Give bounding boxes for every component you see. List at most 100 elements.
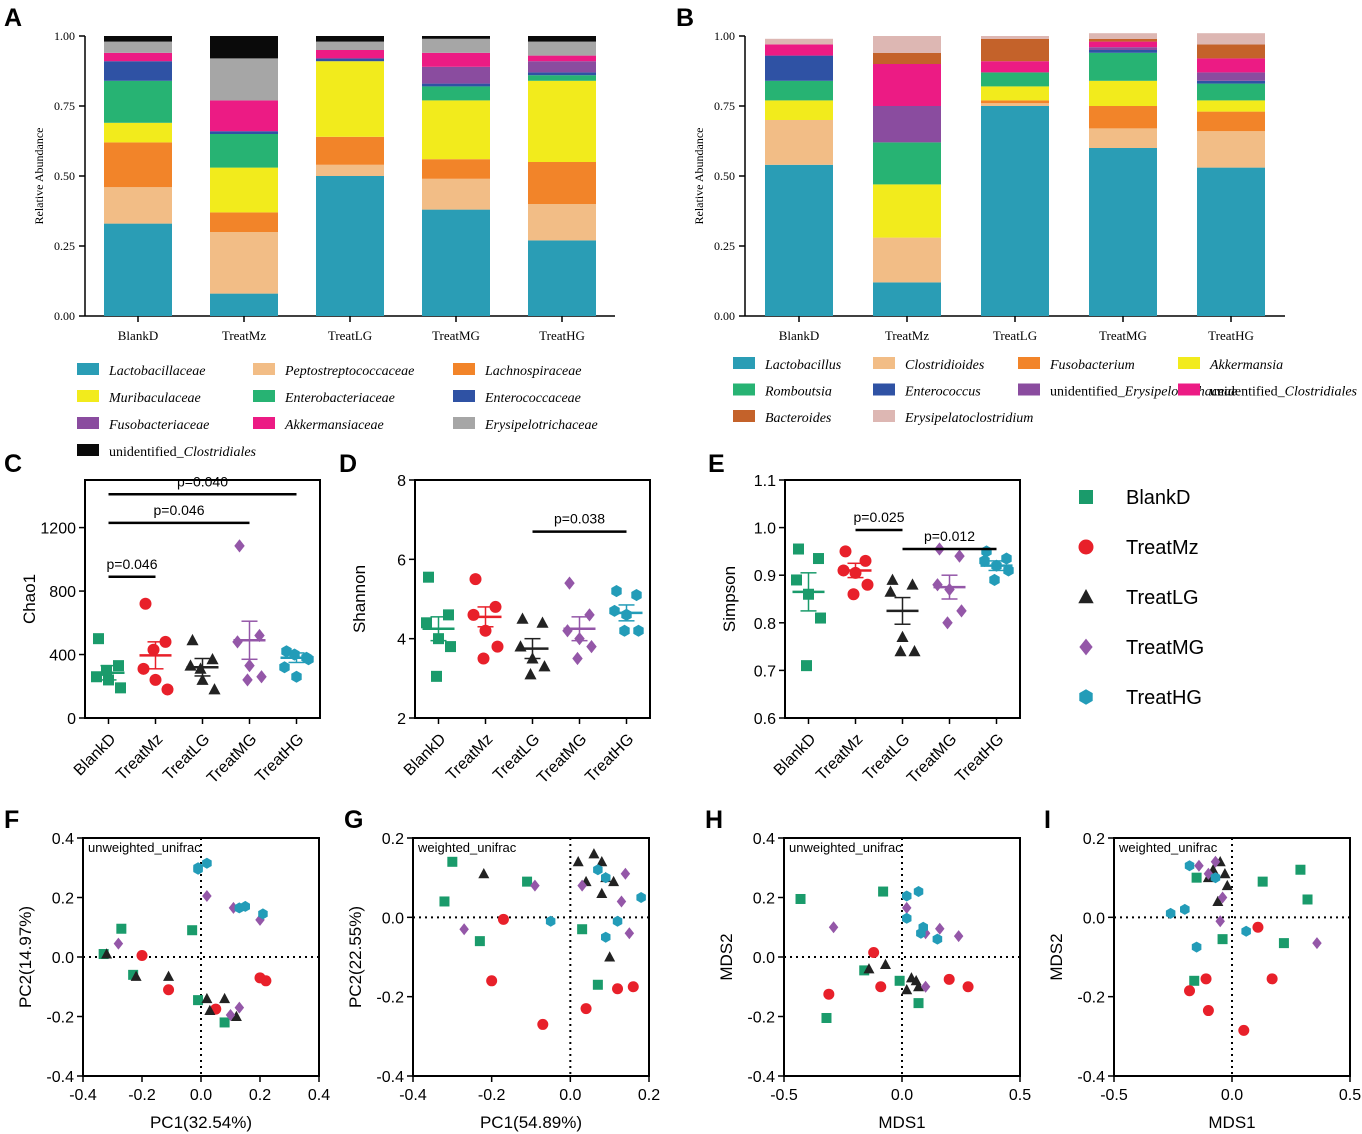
data-point bbox=[113, 937, 124, 950]
bar-segment bbox=[528, 240, 596, 316]
data-point bbox=[193, 862, 203, 874]
x-tick-label: 0.5 bbox=[1009, 1087, 1031, 1104]
data-point bbox=[1184, 860, 1195, 872]
bar-segment bbox=[981, 106, 1049, 316]
data-point bbox=[611, 585, 622, 598]
legend-label: unidentified_Clostridiales bbox=[109, 445, 257, 460]
bar-segment bbox=[104, 142, 172, 188]
legend-label: Bacteroides bbox=[765, 411, 832, 426]
legend-label-name: Erysipelatoclostridium bbox=[904, 411, 1033, 426]
data-point bbox=[258, 908, 268, 920]
legend-label-name: Enterococcaceae bbox=[484, 391, 581, 406]
legend-swatch bbox=[253, 390, 275, 402]
data-point bbox=[242, 673, 253, 687]
y-tick-label: 0.0 bbox=[52, 950, 74, 967]
data-point bbox=[596, 856, 608, 867]
data-point bbox=[828, 921, 839, 934]
bar-segment bbox=[422, 38, 490, 53]
bar-segment bbox=[1089, 80, 1157, 106]
x-tick-label: -0.2 bbox=[128, 1087, 156, 1104]
data-point bbox=[913, 886, 924, 897]
data-point bbox=[439, 896, 450, 907]
panel-label-E: E bbox=[708, 450, 725, 478]
data-point bbox=[793, 543, 804, 555]
bar-segment bbox=[765, 44, 833, 56]
y-tick-label: 0.0 bbox=[382, 910, 404, 927]
x-tick-label: TreatMG bbox=[204, 731, 260, 787]
legend-swatch bbox=[873, 410, 895, 422]
legend-A: Lactobacillaceae Peptostreptococcaceae Lac… bbox=[77, 363, 598, 460]
data-point bbox=[953, 930, 964, 943]
legend-label-name: Fusobacteriaceae bbox=[108, 418, 209, 433]
data-point bbox=[149, 673, 162, 686]
bar-segment bbox=[104, 61, 172, 81]
y-tick-label: 6 bbox=[397, 552, 406, 569]
data-point bbox=[139, 597, 152, 610]
legend-label: Peptostreptococcaceae bbox=[284, 364, 414, 379]
chart-H: -0.5 0.0 0.5 -0.4 -0.2 0.0 0.2 0.4 MDS1 MDS2 unwei… bbox=[717, 831, 1031, 1132]
chart-D: 2468ShannonBlankDTreatMzTreatLGTreatMGTr… bbox=[350, 473, 651, 787]
data-point bbox=[586, 640, 597, 654]
data-point bbox=[861, 578, 874, 591]
bar-segment bbox=[104, 223, 172, 316]
data-point bbox=[240, 900, 250, 912]
legend-label: Fusobacterium bbox=[1049, 358, 1135, 373]
panel-label-G: G bbox=[344, 806, 363, 834]
bar-segment bbox=[1089, 41, 1157, 48]
legend-swatch bbox=[1178, 383, 1200, 396]
x-tick-label: TreatHG bbox=[952, 731, 1007, 786]
y-tick-label: 0.0 bbox=[1083, 910, 1105, 927]
data-point bbox=[447, 856, 458, 867]
data-point bbox=[1215, 915, 1225, 928]
data-point bbox=[962, 981, 974, 993]
data-point bbox=[1001, 552, 1012, 565]
data-point bbox=[244, 659, 255, 673]
data-point bbox=[956, 604, 967, 618]
data-point bbox=[193, 995, 204, 1006]
bar-segment bbox=[528, 80, 596, 162]
x-tick-label: -0.5 bbox=[1100, 1087, 1128, 1104]
data-point bbox=[884, 585, 897, 597]
legend-label-name: Bacteroides bbox=[765, 411, 832, 426]
data-point bbox=[1266, 973, 1278, 985]
x-tick-label: -0.5 bbox=[770, 1087, 798, 1104]
legend-swatch bbox=[733, 410, 755, 422]
x-tick-label: TreatMG bbox=[904, 731, 960, 787]
panel-label-F: F bbox=[4, 806, 19, 834]
x-tick-label: TreatMz bbox=[113, 731, 166, 784]
y-axis-title: Chao1 bbox=[20, 574, 39, 624]
bar-segment bbox=[981, 38, 1049, 62]
legend-label: Akkermansia bbox=[1209, 358, 1283, 373]
bar-segment bbox=[1089, 106, 1157, 129]
data-point bbox=[187, 925, 198, 936]
bar-segment bbox=[316, 58, 384, 62]
plot-subtitle: unweighted_unifrac bbox=[88, 840, 201, 855]
x-tick-label: 0.0 bbox=[891, 1087, 913, 1104]
bar-segment bbox=[765, 164, 833, 316]
legend-swatch bbox=[77, 363, 99, 375]
y-tick-label: 8 bbox=[397, 473, 406, 490]
bar-segment bbox=[210, 212, 278, 232]
x-axis-title: PC1(32.54%) bbox=[150, 1113, 252, 1132]
legend-swatch bbox=[1018, 383, 1040, 396]
data-point bbox=[113, 660, 124, 672]
data-point bbox=[1241, 925, 1251, 937]
data-point bbox=[981, 545, 992, 558]
data-point bbox=[303, 653, 314, 666]
legend-label: BlankD bbox=[1126, 487, 1190, 509]
bar-segment bbox=[873, 282, 941, 316]
p-value-label: p=0.038 bbox=[554, 511, 605, 527]
data-point bbox=[232, 635, 243, 649]
data-point bbox=[636, 892, 646, 903]
bar-segment bbox=[1089, 50, 1157, 53]
x-tick-label: TreatMG bbox=[432, 328, 480, 343]
bar-segment bbox=[1197, 44, 1265, 59]
y-tick-label: 1.00 bbox=[54, 29, 75, 43]
chart-E: 0.60.70.80.91.01.1SimpsonBlankDTreatMzTr… bbox=[720, 473, 1021, 787]
data-point bbox=[596, 887, 608, 899]
chart-C: 04008001200Chao1BlankDTreatMzTreatLGTrea… bbox=[20, 473, 321, 787]
data-point bbox=[989, 573, 1000, 586]
legend-swatch bbox=[453, 417, 475, 429]
x-tick-label: TreatLG bbox=[328, 328, 372, 343]
data-point bbox=[1194, 859, 1204, 872]
